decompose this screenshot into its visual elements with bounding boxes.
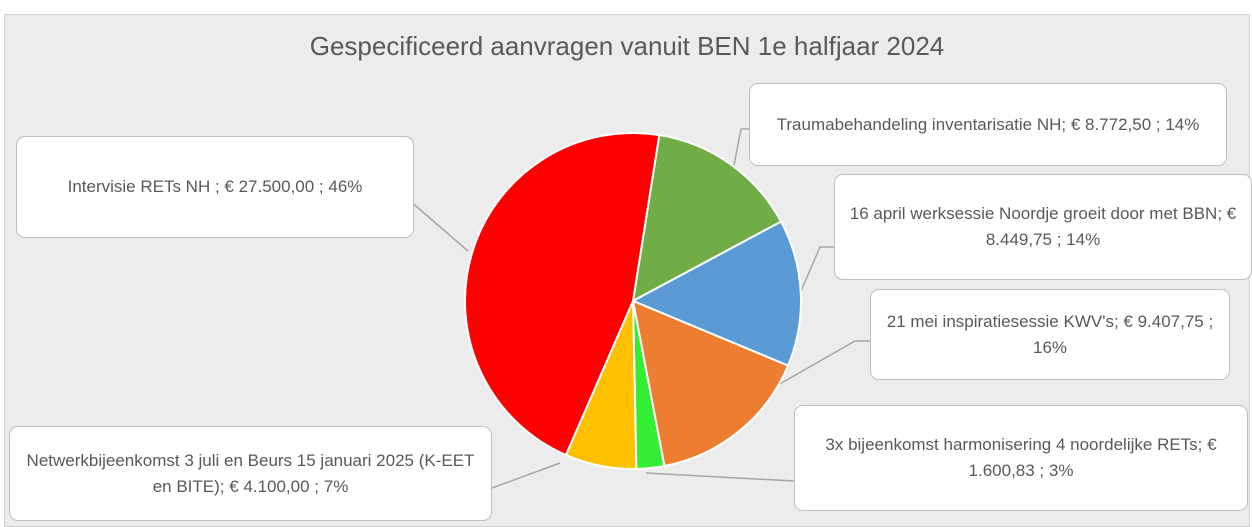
data-label: Traumabehandeling inventarisatie NH; € 8… <box>749 83 1227 166</box>
data-label: 3x bijeenkomst harmonisering 4 noordelij… <box>794 405 1248 511</box>
leader-line <box>645 472 795 482</box>
leader-line <box>733 128 749 166</box>
leader-line <box>770 340 870 390</box>
pie-slice <box>630 220 802 367</box>
pie-slice <box>631 133 783 303</box>
data-label: 16 april werksessie Noordje groeit door … <box>834 174 1252 280</box>
pie <box>409 128 870 489</box>
chart-area: Gespecificeerd aanvragen vanuit BEN 1e h… <box>4 14 1252 527</box>
data-label: Netwerkbijeenkomst 3 juli en Beurs 15 ja… <box>9 426 492 521</box>
leader-line <box>409 200 469 252</box>
leader-line <box>491 462 561 489</box>
pie-slice <box>631 299 790 468</box>
data-label: 21 mei inspiratiesessie KWV's; € 9.407,7… <box>870 289 1230 380</box>
chart-title: Gespecificeerd aanvragen vanuit BEN 1e h… <box>309 31 945 61</box>
data-label: Intervisie RETs NH ; € 27.500,00 ; 46% <box>16 136 414 238</box>
pie-slice <box>464 132 661 457</box>
leader-line <box>800 246 834 292</box>
